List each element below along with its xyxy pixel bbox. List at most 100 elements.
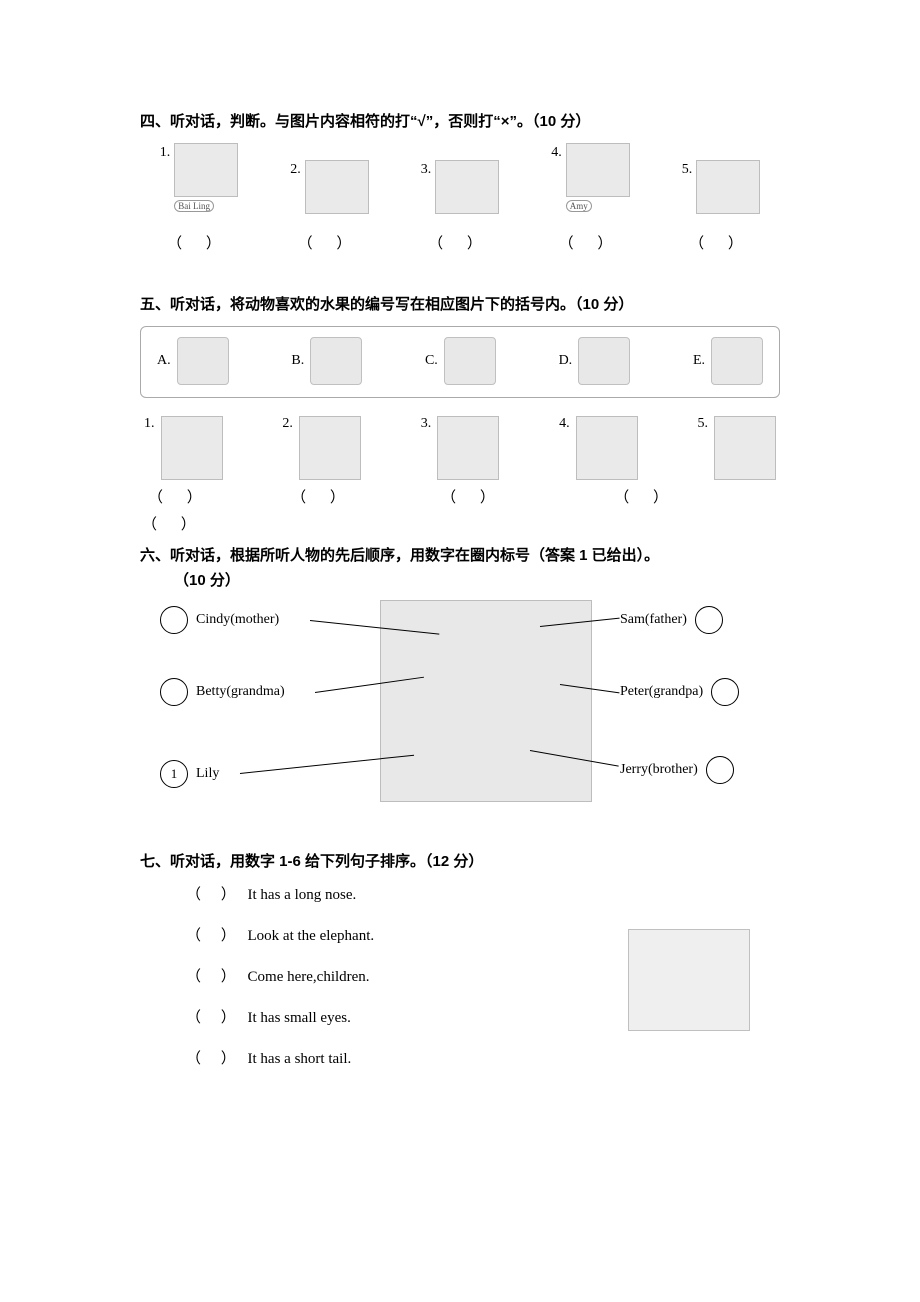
q5-num-4: 4. xyxy=(559,416,570,432)
q4-image-2 xyxy=(305,160,369,214)
q7-text-5: It has a short tail. xyxy=(248,1051,352,1067)
q6-circle-betty[interactable] xyxy=(160,678,188,706)
q6-text-lily: Lily xyxy=(196,766,219,782)
q5-title: 五、听对话，将动物喜欢的水果的编号写在相应图片下的括号内。（10 分） xyxy=(140,293,780,314)
q7-bracket-1[interactable]: （ ） xyxy=(186,887,244,903)
q4-item-2: 2. xyxy=(275,160,385,214)
q5-fruit-b: B. xyxy=(291,337,362,385)
q6-circle-peter[interactable] xyxy=(711,678,739,706)
q4-item-3: 3. xyxy=(405,160,515,214)
q7-line-5: （ ） It has a short tail. xyxy=(186,1047,780,1068)
q6-text-sam: Sam(father) xyxy=(620,612,687,628)
watermelon-icon xyxy=(177,337,229,385)
q7-text-4: It has small eyes. xyxy=(248,1010,351,1026)
q6-text-jerry: Jerry(brother) xyxy=(620,762,698,778)
q4-num-4: 4. xyxy=(551,145,562,161)
q7-content: （ ） It has a long nose. （ ） Look at the … xyxy=(140,883,780,1068)
q4-image-3 xyxy=(435,160,499,214)
q4-image-row: 1. Bai Ling 2. 3. 4. xyxy=(140,143,780,214)
bear-icon xyxy=(437,416,499,480)
q6-text-cindy: Cindy(mother) xyxy=(196,612,279,628)
q5-fruit-e: E. xyxy=(693,337,763,385)
q7-text-1: It has a long nose. xyxy=(248,887,357,903)
q5-letter-d: D. xyxy=(559,353,573,369)
q5-bracket-2[interactable]: （ ） xyxy=(248,486,398,507)
q7-bracket-5[interactable]: （ ） xyxy=(186,1051,244,1067)
q5-bracket-1[interactable]: （ ） xyxy=(140,486,248,507)
q6-subtitle: （10 分） xyxy=(174,569,780,590)
pig-icon xyxy=(299,416,361,480)
q7-bracket-2[interactable]: （ ） xyxy=(186,928,244,944)
q4-image-4 xyxy=(566,143,630,197)
q7-title: 七、听对话，用数字 1-6 给下列句子排序。（12 分） xyxy=(140,850,780,871)
grapes-icon xyxy=(310,337,362,385)
q5-letter-c: C. xyxy=(425,353,438,369)
q4-num-5: 5. xyxy=(682,162,693,178)
q7-bracket-4[interactable]: （ ） xyxy=(186,1010,244,1026)
q4-num-3: 3. xyxy=(421,162,432,178)
q5-animal-5: 5. xyxy=(698,416,777,480)
q4-image-1 xyxy=(174,143,238,197)
q6-text-peter: Peter(grandpa) xyxy=(620,684,703,700)
q6-circle-sam[interactable] xyxy=(695,606,723,634)
q6-circle-cindy[interactable] xyxy=(160,606,188,634)
q5-fruit-box: A. B. C. D. E. xyxy=(140,326,780,398)
rabbit-icon xyxy=(714,416,776,480)
panda-icon xyxy=(576,416,638,480)
q6-label-lily: 1 Lily xyxy=(160,760,219,788)
q5-bracket-row: （ ） （ ） （ ） （ ） xyxy=(140,486,780,507)
orange-icon xyxy=(444,337,496,385)
q5-num-5: 5. xyxy=(698,416,709,432)
tiger-icon xyxy=(161,416,223,480)
q5-fruit-a: A. xyxy=(157,337,229,385)
q4-bracket-2[interactable]: （ ） xyxy=(275,232,385,253)
q4-item-4: 4. Amy xyxy=(536,143,646,214)
strawberry-icon xyxy=(711,337,763,385)
q4-num-1: 1. xyxy=(160,145,171,161)
q4-bracket-row: （ ） （ ） （ ） （ ） （ ） xyxy=(140,232,780,253)
q6-title: 六、听对话，根据所听人物的先后顺序，用数字在圈内标号（答案 1 已给出）。 xyxy=(140,544,780,565)
q4-caption-4: Amy xyxy=(566,200,592,212)
q5-animal-2: 2. xyxy=(282,416,361,480)
q4-bracket-1[interactable]: （ ） xyxy=(144,232,254,253)
q5-num-2: 2. xyxy=(282,416,293,432)
q7-bracket-3[interactable]: （ ） xyxy=(186,969,244,985)
q6-circle-jerry[interactable] xyxy=(706,756,734,784)
q4-image-5 xyxy=(696,160,760,214)
elephant-image xyxy=(628,929,750,1031)
q4-bracket-4[interactable]: （ ） xyxy=(536,232,646,253)
q5-fruit-d: D. xyxy=(559,337,631,385)
q6-label-cindy: Cindy(mother) xyxy=(160,606,279,634)
q6-label-sam: Sam(father) xyxy=(620,606,723,634)
q5-letter-b: B. xyxy=(291,353,304,369)
q5-fruit-c: C. xyxy=(425,337,496,385)
q5-animal-3: 3. xyxy=(421,416,500,480)
q6-text-betty: Betty(grandma) xyxy=(196,684,285,700)
q5-num-3: 3. xyxy=(421,416,432,432)
q4-item-1: 1. Bai Ling xyxy=(144,143,254,214)
q4-bracket-5[interactable]: （ ） xyxy=(666,232,776,253)
q5-bracket-5[interactable]: （ ） xyxy=(142,513,780,534)
q5-num-1: 1. xyxy=(144,416,155,432)
q5-animal-4: 4. xyxy=(559,416,638,480)
q5-bracket-3[interactable]: （ ） xyxy=(398,486,548,507)
q6-label-jerry: Jerry(brother) xyxy=(620,756,734,784)
q4-item-5: 5. xyxy=(666,160,776,214)
q7-text-3: Come here,children. xyxy=(248,969,370,985)
pears-icon xyxy=(578,337,630,385)
q6-label-betty: Betty(grandma) xyxy=(160,678,285,706)
q7-text-2: Look at the elephant. xyxy=(248,928,375,944)
q4-num-2: 2. xyxy=(290,162,301,178)
q6-label-peter: Peter(grandpa) xyxy=(620,678,739,706)
q5-bracket-4[interactable]: （ ） xyxy=(548,486,678,507)
q7-line-1: （ ） It has a long nose. xyxy=(186,883,780,904)
q5-letter-a: A. xyxy=(157,353,171,369)
q4-bracket-3[interactable]: （ ） xyxy=(405,232,515,253)
q4-title: 四、听对话，判断。与图片内容相符的打“√”，否则打“×”。（10 分） xyxy=(140,110,780,131)
q5-animal-row: 1. 2. 3. 4. 5. xyxy=(140,416,780,480)
q6-diagram: Cindy(mother) Betty(grandma) 1 Lily Sam(… xyxy=(160,600,780,820)
q5-animal-1: 1. xyxy=(144,416,223,480)
q6-circle-lily[interactable]: 1 xyxy=(160,760,188,788)
q4-caption-1: Bai Ling xyxy=(174,200,214,212)
q5-letter-e: E. xyxy=(693,353,705,369)
